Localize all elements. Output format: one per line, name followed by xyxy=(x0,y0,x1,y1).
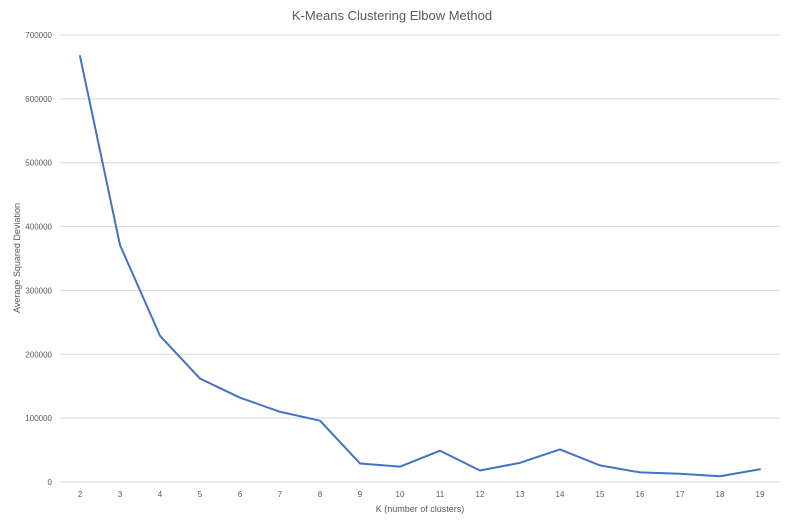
x-tick-label-12: 12 xyxy=(476,490,485,499)
y-axis-label: Average Squared Deviation xyxy=(12,203,22,313)
x-tick-label-19: 19 xyxy=(756,490,765,499)
y-tick-label-100000: 100000 xyxy=(25,414,52,423)
x-tick-label-2: 2 xyxy=(78,490,83,499)
x-tick-label-9: 9 xyxy=(358,490,363,499)
x-axis-ticks: 2 3 4 5 6 7 8 9 10 11 12 13 14 15 16 17 18 19 xyxy=(78,490,765,499)
x-tick-label-3: 3 xyxy=(118,490,123,499)
y-tick-label-400000: 400000 xyxy=(25,223,52,232)
y-tick-label-300000: 300000 xyxy=(25,286,52,295)
x-tick-label-10: 10 xyxy=(396,490,405,499)
chart-title: K-Means Clustering Elbow Method xyxy=(292,8,492,23)
x-tick-label-18: 18 xyxy=(716,490,725,499)
y-axis-ticks: 0 100000 200000 300000 400000 500000 600000 700… xyxy=(25,31,52,487)
x-tick-label-13: 13 xyxy=(516,490,525,499)
x-axis-label: K (number of clusters) xyxy=(376,504,465,514)
y-tick-label-500000: 500000 xyxy=(25,159,52,168)
x-tick-label-7: 7 xyxy=(278,490,283,499)
x-tick-label-8: 8 xyxy=(318,490,323,499)
series-layer xyxy=(79,55,761,478)
x-tick-label-6: 6 xyxy=(238,490,243,499)
series-line-0 xyxy=(79,55,761,478)
x-tick-label-15: 15 xyxy=(596,490,605,499)
x-tick-label-16: 16 xyxy=(636,490,645,499)
y-tick-label-200000: 200000 xyxy=(25,350,52,359)
gridlines xyxy=(60,34,780,483)
y-tick-label-0: 0 xyxy=(48,478,53,487)
x-tick-label-17: 17 xyxy=(676,490,685,499)
x-tick-label-14: 14 xyxy=(556,490,565,499)
x-tick-label-5: 5 xyxy=(198,490,203,499)
x-tick-label-11: 11 xyxy=(436,490,445,499)
y-tick-label-700000: 700000 xyxy=(25,31,52,40)
x-tick-label-4: 4 xyxy=(158,490,163,499)
y-tick-label-600000: 600000 xyxy=(25,95,52,104)
